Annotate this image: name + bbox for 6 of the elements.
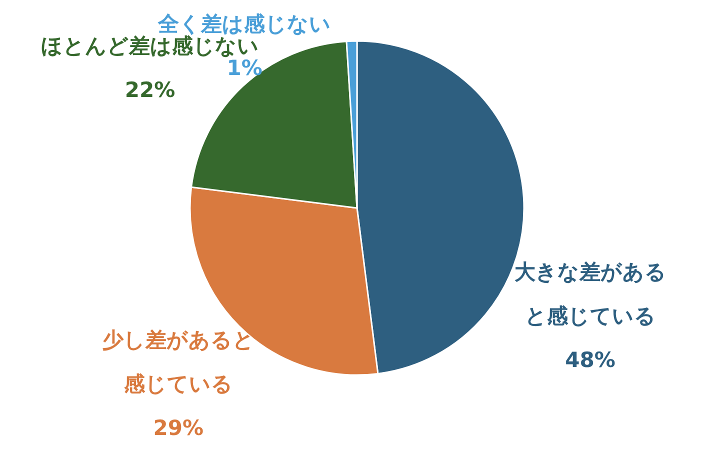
slice-label: 少し差があると感じている [102,327,256,398]
data-label: 22% [124,78,176,102]
data-label: 48% [564,347,616,374]
data-label: 1% [226,56,262,80]
slice-label: 大きな差があると感じている [514,259,667,330]
data-label: 29% [152,415,205,442]
